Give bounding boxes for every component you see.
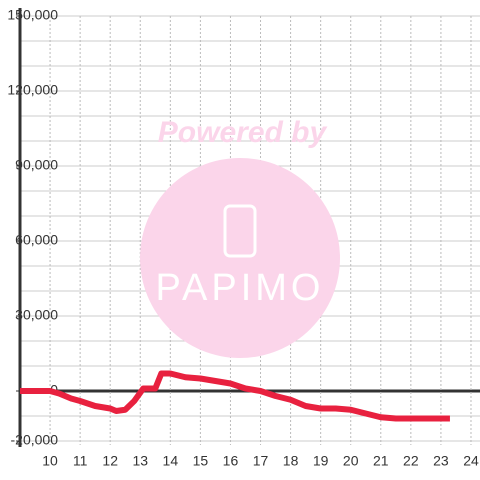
y-tick-label: -20,000	[11, 432, 59, 448]
data-line	[20, 370, 450, 422]
watermark-circle	[140, 158, 340, 358]
x-tick-label: 20	[343, 453, 359, 469]
x-tick-label: 13	[132, 453, 148, 469]
watermark-text: Powered by	[158, 116, 328, 149]
y-tick-label: 60,000	[15, 232, 58, 248]
y-tick-label: 120,000	[7, 82, 58, 98]
x-tick-label: 10	[42, 453, 58, 469]
x-tick-label: 18	[283, 453, 299, 469]
x-tick-label: 15	[193, 453, 209, 469]
x-tick-label: 16	[223, 453, 239, 469]
x-tick-label: 14	[163, 453, 179, 469]
watermark: Powered by PAPIMO	[140, 116, 340, 358]
x-tick-label: 19	[313, 453, 329, 469]
x-tick-label: 17	[253, 453, 269, 469]
watermark-logo: PAPIMO	[156, 267, 325, 309]
x-tick-label: 11	[73, 453, 88, 469]
y-tick-label: 30,000	[15, 307, 58, 323]
x-tick-label: 23	[433, 453, 449, 469]
watermark-phone	[223, 204, 257, 258]
x-tick-label: 24	[463, 453, 479, 469]
x-tick-label: 22	[403, 453, 419, 469]
x-tick-label: 12	[102, 453, 118, 469]
y-tick-label: 150,000	[7, 7, 58, 23]
x-tick-label: 21	[373, 453, 389, 469]
y-tick-label: 90,000	[15, 157, 58, 173]
